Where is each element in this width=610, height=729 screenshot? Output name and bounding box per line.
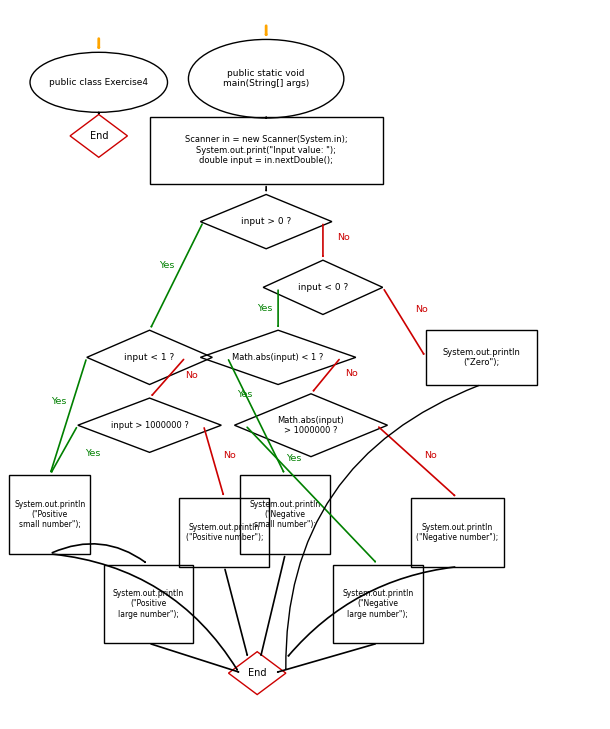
Text: No: No	[223, 451, 235, 461]
Text: System.out.println
("Zero");: System.out.println ("Zero");	[442, 348, 520, 367]
Text: System.out.println
("Positive
large number");: System.out.println ("Positive large numb…	[113, 589, 184, 619]
Text: public class Exercise4: public class Exercise4	[49, 78, 148, 87]
Bar	[240, 475, 330, 554]
Bar	[333, 564, 423, 643]
Text: Scanner in = new Scanner(System.in);
System.out.print("Input value: ");
double i: Scanner in = new Scanner(System.in); Sys…	[185, 136, 348, 165]
Text: No: No	[345, 370, 358, 378]
Text: No: No	[424, 451, 437, 461]
Bar	[426, 330, 537, 384]
Text: Yes: Yes	[237, 390, 253, 399]
Text: Yes: Yes	[159, 262, 174, 270]
Text: System.out.println
("Positive number");: System.out.println ("Positive number");	[185, 523, 263, 542]
Bar	[9, 475, 90, 554]
Text: End: End	[248, 668, 267, 678]
Text: System.out.println
("Negative number");: System.out.println ("Negative number");	[416, 523, 498, 542]
Text: Yes: Yes	[257, 304, 272, 313]
Text: System.out.println
("Negative
large number");: System.out.println ("Negative large numb…	[342, 589, 414, 619]
Text: System.out.println
("Positive
small number");: System.out.println ("Positive small numb…	[14, 499, 85, 529]
Text: input > 0 ?: input > 0 ?	[241, 217, 291, 226]
Text: public static void
main(String[] args): public static void main(String[] args)	[223, 69, 309, 88]
Text: Yes: Yes	[51, 397, 66, 406]
Text: input < 0 ?: input < 0 ?	[298, 283, 348, 292]
Bar	[411, 498, 504, 566]
Text: input < 1 ?: input < 1 ?	[124, 353, 174, 362]
Text: input > 1000000 ?: input > 1000000 ?	[110, 421, 188, 429]
Text: System.out.println
("Negative
small number");: System.out.println ("Negative small numb…	[249, 499, 321, 529]
Text: Math.abs(input)
> 1000000 ?: Math.abs(input) > 1000000 ?	[278, 416, 345, 435]
Text: Yes: Yes	[85, 449, 101, 459]
Text: End: End	[90, 131, 108, 141]
Text: No: No	[415, 305, 428, 314]
Text: Yes: Yes	[287, 454, 302, 464]
Text: No: No	[185, 371, 198, 380]
Bar	[179, 498, 269, 566]
Text: No: No	[337, 233, 350, 242]
Bar	[149, 117, 382, 184]
Bar	[104, 564, 193, 643]
Text: Math.abs(input) < 1 ?: Math.abs(input) < 1 ?	[232, 353, 324, 362]
